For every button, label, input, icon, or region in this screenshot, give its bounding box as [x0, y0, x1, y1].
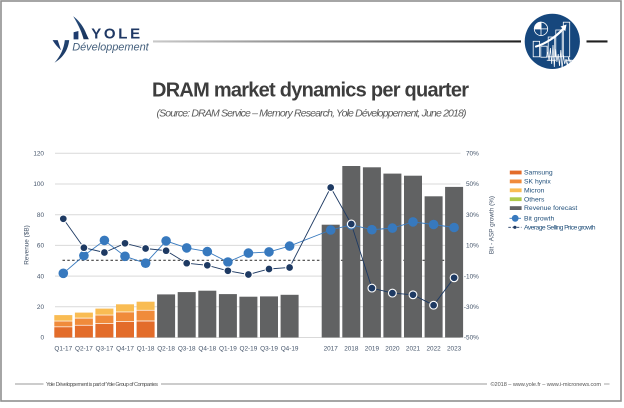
- svg-text:-50%: -50%: [464, 335, 479, 342]
- svg-text:Q1-18: Q1-18: [137, 346, 155, 353]
- svg-text:2017: 2017: [324, 346, 339, 353]
- svg-text:Revenue forecast: Revenue forecast: [524, 205, 577, 212]
- svg-text:2023: 2023: [447, 346, 462, 353]
- svg-text:2019: 2019: [365, 346, 380, 353]
- svg-text:Bit - ASP growth (%): Bit - ASP growth (%): [489, 196, 496, 254]
- svg-text:Revenue ($B): Revenue ($B): [24, 225, 31, 264]
- svg-text:Q1-17: Q1-17: [54, 346, 72, 353]
- svg-text:©2018 – www.yole.fr – www.i-mi: ©2018 – www.yole.fr – www.i-micronews.co…: [491, 381, 602, 388]
- svg-text:Samsung: Samsung: [524, 170, 553, 177]
- svg-text:10%: 10%: [466, 243, 479, 250]
- svg-text:SK hynix: SK hynix: [524, 179, 551, 186]
- svg-text:50%: 50%: [466, 181, 479, 188]
- svg-text:Q3-19: Q3-19: [260, 346, 278, 353]
- svg-text:40: 40: [37, 273, 45, 280]
- svg-text:120: 120: [33, 151, 44, 158]
- svg-text:70%: 70%: [466, 151, 479, 158]
- svg-text:YOLE: YOLE: [91, 26, 143, 43]
- svg-text:Others: Others: [524, 196, 545, 203]
- svg-text:30%: 30%: [466, 212, 479, 219]
- svg-text:2021: 2021: [406, 346, 421, 353]
- svg-text:-10%: -10%: [464, 273, 479, 280]
- svg-text:Q2-17: Q2-17: [75, 346, 93, 353]
- svg-text:Q3-18: Q3-18: [178, 346, 196, 353]
- svg-text:Q4-17: Q4-17: [116, 346, 134, 353]
- svg-text:80: 80: [37, 212, 45, 219]
- svg-text:Q3-17: Q3-17: [96, 346, 114, 353]
- svg-text:(Source: DRAM Service – Memory: (Source: DRAM Service – Memory Research,…: [157, 108, 467, 120]
- svg-text:Bit growth: Bit growth: [524, 215, 554, 222]
- svg-text:20: 20: [37, 304, 45, 311]
- svg-text:Q1-19: Q1-19: [219, 346, 237, 353]
- svg-text:100: 100: [33, 181, 44, 188]
- svg-text:0: 0: [40, 335, 44, 342]
- svg-text:Q2-19: Q2-19: [240, 346, 258, 353]
- svg-text:2018: 2018: [344, 346, 359, 353]
- svg-text:-30%: -30%: [464, 304, 479, 311]
- svg-text:60: 60: [37, 243, 45, 250]
- svg-text:Average Selling Price growth: Average Selling Price growth: [524, 224, 596, 231]
- svg-text:Micron: Micron: [524, 187, 545, 194]
- svg-text:2022: 2022: [426, 346, 441, 353]
- svg-text:Développement: Développement: [72, 42, 149, 54]
- svg-text:2020: 2020: [385, 346, 400, 353]
- svg-text:Q4-18: Q4-18: [198, 346, 216, 353]
- svg-text:Yole Développement is part of: Yole Développement is part of Yole Group…: [46, 382, 158, 388]
- svg-text:DRAM market dynamics per quart: DRAM market dynamics per quarter: [152, 80, 469, 102]
- svg-text:Q2-18: Q2-18: [157, 346, 175, 353]
- svg-text:Q4-19: Q4-19: [281, 346, 299, 353]
